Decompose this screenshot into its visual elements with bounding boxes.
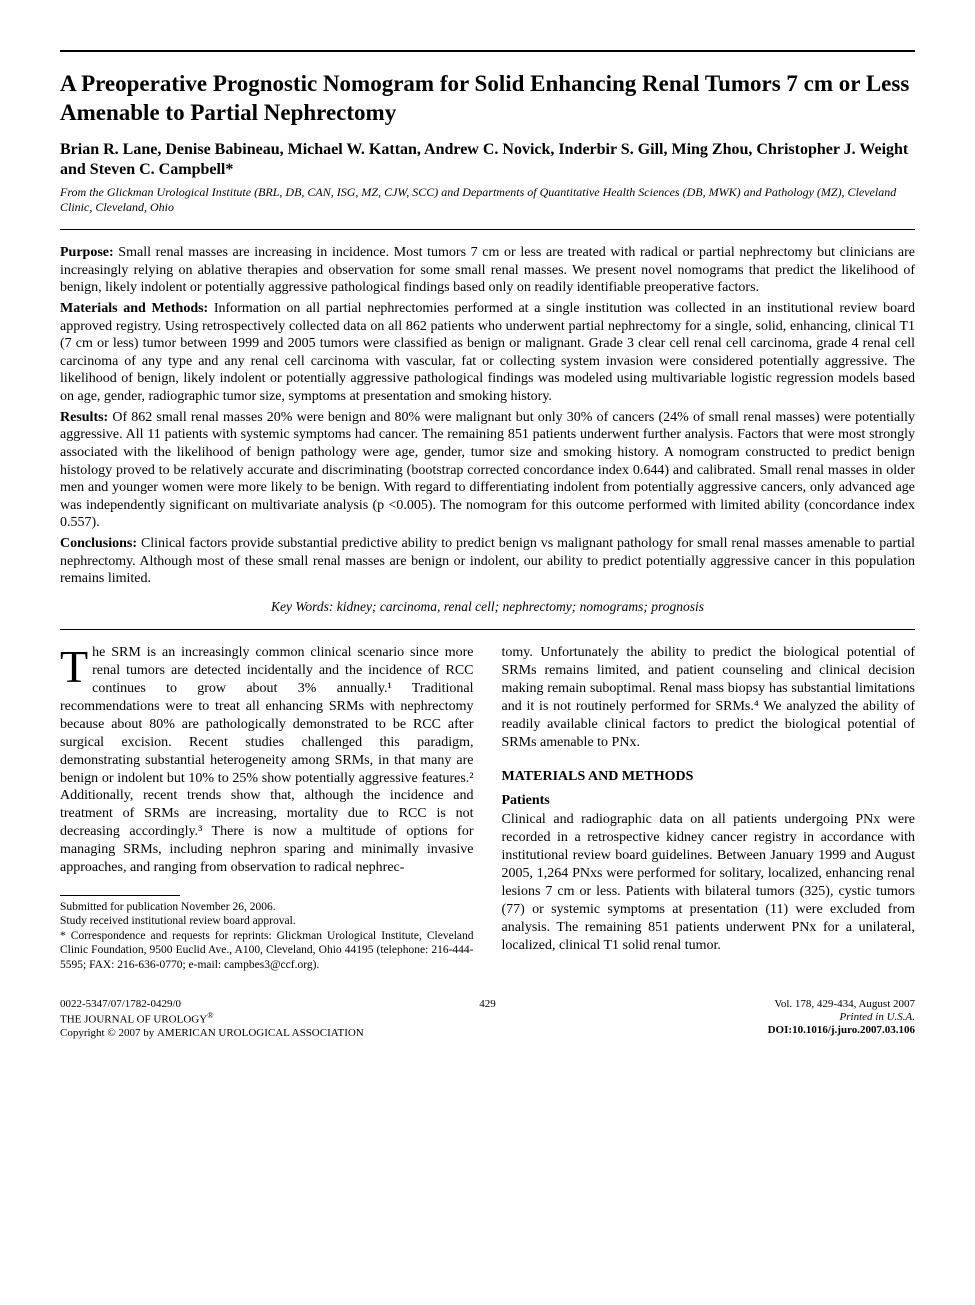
keywords-line: Key Words: kidney; carcinoma, renal cell… xyxy=(60,598,915,615)
methods-label: Materials and Methods: xyxy=(60,301,208,316)
author-list: Brian R. Lane, Denise Babineau, Michael … xyxy=(60,140,915,182)
results-label: Results: xyxy=(60,410,108,425)
intro-paragraph-1: The SRM is an increasingly common clinic… xyxy=(60,644,474,877)
materials-methods-heading: MATERIALS AND METHODS xyxy=(502,768,916,786)
footnote-correspondence: * Correspondence and requests for reprin… xyxy=(60,929,474,972)
abstract-methods: Materials and Methods: Information on al… xyxy=(60,300,915,406)
footer-volume: Vol. 178, 429-434, August 2007 xyxy=(573,998,915,1011)
top-rule xyxy=(60,50,915,52)
footer-issn: 0022-5347/07/1782-0429/0 xyxy=(60,998,402,1011)
abstract-block: Purpose: Small renal masses are increasi… xyxy=(60,244,915,588)
doi-value: 10.1016/j.juro.2007.03.106 xyxy=(792,1024,915,1036)
footer-printed: Printed in U.S.A. xyxy=(573,1011,915,1024)
footnote-block: Submitted for publication November 26, 2… xyxy=(60,900,474,972)
rule-after-keywords xyxy=(60,629,915,630)
page-number: 429 xyxy=(402,998,573,1011)
footnote-irb: Study received institutional review boar… xyxy=(60,914,474,928)
methods-text: Information on all partial nephrectomies… xyxy=(60,301,915,404)
intro-paragraph-2: tomy. Unfortunately the ability to predi… xyxy=(502,644,916,751)
footer-copyright-prefix: Copyright © 2007 by xyxy=(60,1027,157,1039)
article-title: A Preoperative Prognostic Nomogram for S… xyxy=(60,70,915,128)
footer-printed-text: Printed in U.S.A. xyxy=(840,1011,915,1023)
footer-center: 429 xyxy=(402,998,573,1040)
footnote-submitted: Submitted for publication November 26, 2… xyxy=(60,900,474,914)
footer-copyright: Copyright © 2007 by AMERICAN UROLOGICAL … xyxy=(60,1027,402,1040)
footer-journal: THE JOURNAL OF UROLOGY® xyxy=(60,1011,402,1027)
registered-mark-icon: ® xyxy=(207,1011,213,1020)
abstract-results: Results: Of 862 small renal masses 20% w… xyxy=(60,409,915,532)
footnote-rule xyxy=(60,895,180,896)
patients-subheading: Patients xyxy=(502,792,916,810)
footer-journal-name: THE JOURNAL OF UROLOGY xyxy=(60,1014,207,1026)
conclusions-text: Clinical factors provide substantial pre… xyxy=(60,536,915,586)
abstract-purpose: Purpose: Small renal masses are increasi… xyxy=(60,244,915,297)
doi-label: DOI: xyxy=(768,1024,792,1036)
purpose-text: Small renal masses are increasing in inc… xyxy=(60,245,915,295)
abstract-conclusions: Conclusions: Clinical factors provide su… xyxy=(60,535,915,588)
purpose-label: Purpose: xyxy=(60,245,114,260)
footer-left: 0022-5347/07/1782-0429/0 THE JOURNAL OF … xyxy=(60,998,402,1040)
affiliation: From the Glickman Urological Institute (… xyxy=(60,185,915,215)
conclusions-label: Conclusions: xyxy=(60,536,137,551)
patients-paragraph: Clinical and radiographic data on all pa… xyxy=(502,811,916,954)
footer-doi: DOI:10.1016/j.juro.2007.03.106 xyxy=(573,1024,915,1037)
rule-after-affiliation xyxy=(60,229,915,230)
results-text: Of 862 small renal masses 20% were benig… xyxy=(60,410,915,531)
body-columns: The SRM is an increasingly common clinic… xyxy=(60,644,915,972)
page-footer: 0022-5347/07/1782-0429/0 THE JOURNAL OF … xyxy=(60,998,915,1040)
footer-right: Vol. 178, 429-434, August 2007 Printed i… xyxy=(573,998,915,1040)
footer-copyright-org: AMERICAN UROLOGICAL ASSOCIATION xyxy=(157,1027,364,1039)
